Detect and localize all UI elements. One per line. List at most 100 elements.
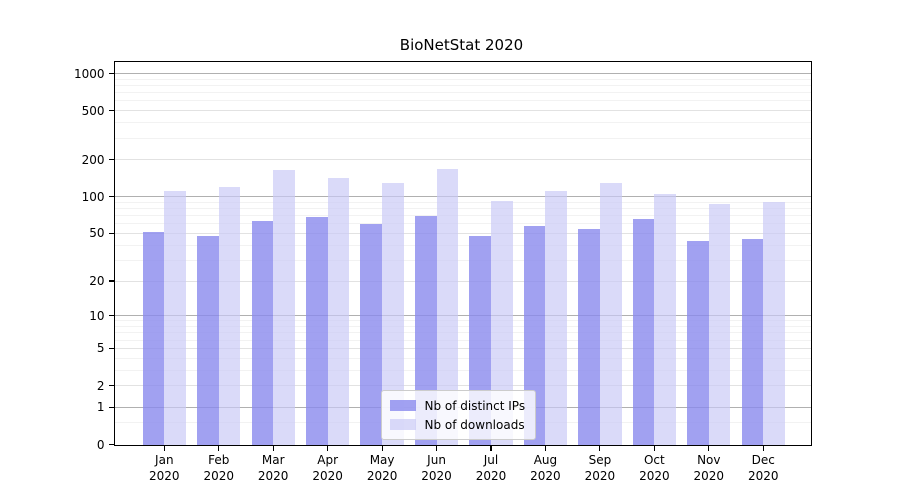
bar-downloads <box>218 187 241 445</box>
y-tick-label: 100 <box>81 189 105 204</box>
y-tick-mark <box>108 110 114 112</box>
gridline <box>114 347 811 349</box>
gridline <box>114 232 811 234</box>
y-tick-label: 2 <box>96 378 105 393</box>
y-tick-mark <box>108 72 114 75</box>
y-tick-mark <box>108 196 114 198</box>
y-tick-label: 10 <box>89 308 105 323</box>
legend-swatch <box>389 419 416 430</box>
x-tick-label: Apr 2020 <box>312 452 343 483</box>
gridline-minor <box>114 215 811 217</box>
gridline-minor <box>114 78 811 80</box>
bar-downloads <box>382 182 404 445</box>
legend: Nb of distinct IPs Nb of downloads <box>380 390 537 440</box>
gridline-minor <box>114 137 811 139</box>
x-tick-label: Jul 2020 <box>475 452 507 483</box>
bar-downloads <box>763 201 785 445</box>
gridline-minor <box>114 85 811 86</box>
bar-downloads <box>491 200 513 445</box>
bar-distinct-ips <box>632 218 655 445</box>
y-tick-mark <box>108 232 114 234</box>
gridline <box>114 159 811 161</box>
gridline-major <box>114 73 811 75</box>
gridline-minor <box>114 369 811 371</box>
bar-distinct-ips <box>251 221 274 445</box>
gridline-minor <box>114 357 811 359</box>
bar-distinct-ips <box>142 232 165 445</box>
y-tick-mark <box>108 347 114 349</box>
x-tick-label: Oct 2020 <box>639 452 670 483</box>
x-tick-mark <box>490 445 492 451</box>
bar-downloads <box>708 203 731 445</box>
x-tick-label: Dec 2020 <box>747 452 779 483</box>
gridline-minor <box>114 339 811 341</box>
bar-distinct-ips <box>414 216 437 445</box>
plot-area: Nb of distinct IPs Nb of downloads 0 1 2 5 10… <box>74 61 812 483</box>
y-tick-label: 0 <box>96 437 105 452</box>
y-tick-mark <box>108 159 114 161</box>
bar-downloads <box>599 183 622 445</box>
x-tick-mark <box>163 445 165 451</box>
bar-distinct-ips <box>741 238 764 445</box>
legend-item: Nb of distinct IPs <box>389 396 526 415</box>
x-tick-mark <box>435 445 438 451</box>
x-tick-label: May 2020 <box>366 452 398 483</box>
bar-downloads <box>654 193 677 445</box>
x-tick-mark <box>272 445 274 451</box>
x-tick-mark <box>599 445 601 451</box>
gridline-minor <box>114 92 811 94</box>
bar-downloads <box>164 190 186 445</box>
y-tick-mark <box>108 443 114 446</box>
x-tick-label: Aug 2020 <box>530 452 561 483</box>
gridline <box>114 280 811 282</box>
bar-downloads <box>436 168 459 445</box>
gridline-minor <box>114 320 811 322</box>
x-tick-label: Feb 2020 <box>203 452 235 483</box>
x-tick-mark <box>218 445 220 451</box>
x-tick-label: Jan 2020 <box>149 452 180 483</box>
gridline-minor <box>114 259 811 261</box>
gridline-minor <box>114 201 811 203</box>
x-tick-mark <box>708 445 710 451</box>
y-tick-mark <box>108 406 114 408</box>
bar-downloads <box>327 177 350 445</box>
x-tick-mark <box>381 445 383 451</box>
bar-distinct-ips <box>360 223 383 445</box>
x-tick-label: Mar 2020 <box>257 452 289 483</box>
bar-downloads <box>273 170 295 445</box>
bar-distinct-ips <box>197 235 219 445</box>
x-tick-label: Jun 2020 <box>421 452 452 483</box>
x-tick-label: Sep 2020 <box>584 452 616 483</box>
chart-title: BioNetStat 2020 <box>399 36 524 54</box>
bar-distinct-ips <box>523 226 546 445</box>
gridline-minor <box>114 244 811 246</box>
x-tick-mark <box>544 445 547 451</box>
gridline <box>114 110 811 112</box>
y-tick-label: 20 <box>89 274 105 289</box>
y-tick-label: 5 <box>96 341 105 356</box>
x-tick-mark <box>327 445 329 451</box>
gridline <box>114 385 811 386</box>
gridline-minor <box>114 332 811 334</box>
bar-distinct-ips <box>305 217 328 445</box>
gridline-minor <box>114 100 811 102</box>
x-tick-label: Nov 2020 <box>693 452 725 483</box>
gridline-major <box>114 196 811 198</box>
legend-label: Nb of distinct IPs <box>424 398 526 413</box>
y-tick-mark <box>108 280 114 282</box>
bar-downloads <box>545 190 568 445</box>
y-tick-label: 50 <box>89 226 105 241</box>
gridline-minor <box>114 223 811 225</box>
gridline-minor <box>114 208 811 210</box>
y-tick-label: 500 <box>81 103 105 118</box>
x-tick-mark <box>762 445 764 451</box>
gridline-minor <box>114 326 811 328</box>
gridline-major <box>114 315 811 317</box>
bar-distinct-ips <box>687 241 709 445</box>
x-tick-mark <box>653 445 655 451</box>
y-tick-label: 200 <box>81 152 105 167</box>
y-tick-label: 1000 <box>73 66 105 81</box>
gridline-minor <box>114 122 811 124</box>
legend-label: Nb of downloads <box>424 417 525 432</box>
